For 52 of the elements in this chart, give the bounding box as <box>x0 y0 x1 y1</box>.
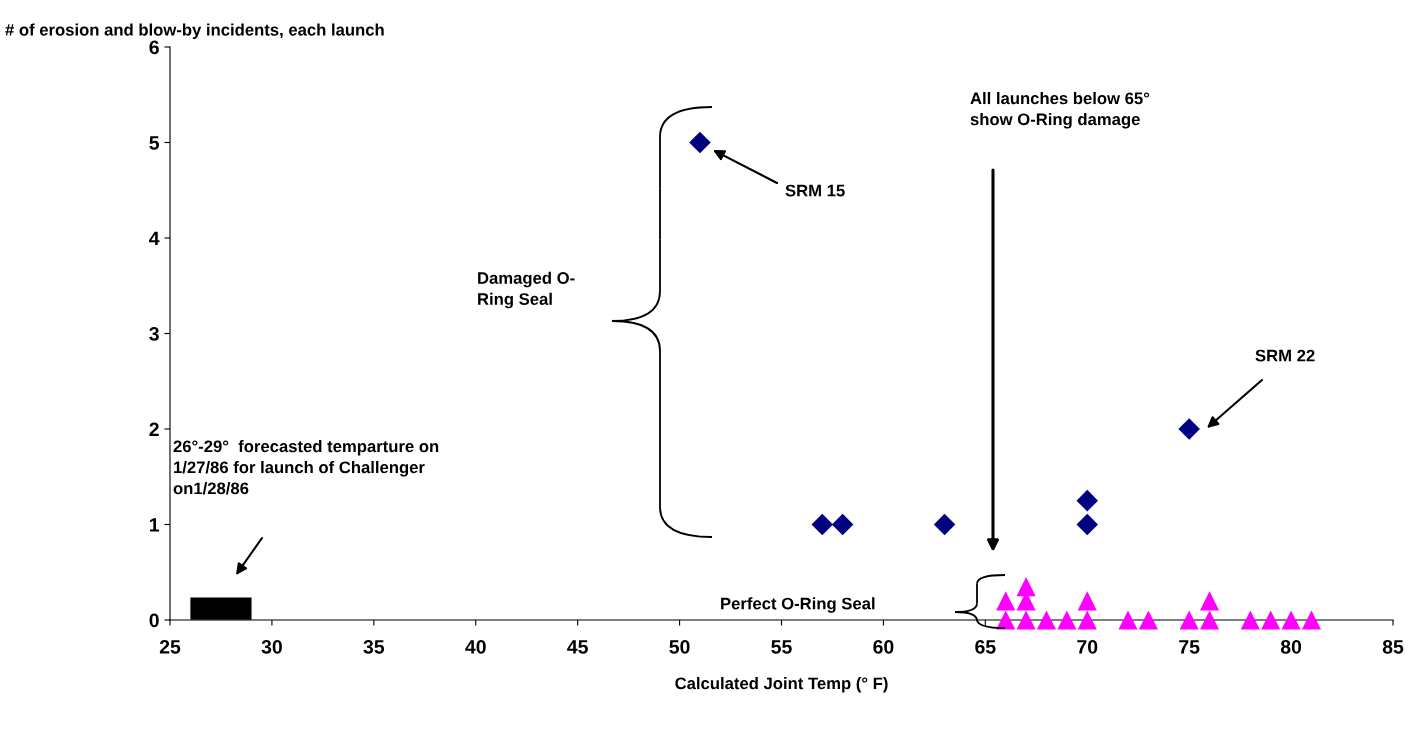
point <box>1240 610 1260 630</box>
x-tick-label: 40 <box>465 639 486 654</box>
x-tick-label: 45 <box>567 640 588 654</box>
y-tick-label: 3 <box>149 326 159 341</box>
point <box>1199 591 1220 611</box>
annotation: Perfect O-Ring Seal <box>721 597 875 613</box>
y-tick-label: 0 <box>149 613 159 628</box>
y-axis-title: # of erosion and blow-by incidents, each launch <box>5 23 384 39</box>
point <box>1281 610 1301 630</box>
point <box>1057 610 1077 630</box>
point <box>831 513 854 536</box>
x-tick-label: 30 <box>261 639 282 654</box>
annotation: SRM 22 <box>1255 349 1315 362</box>
point <box>1199 610 1220 630</box>
x-tick-label: 65 <box>975 639 996 654</box>
annotation: Damaged O- Ring Seal <box>478 271 575 309</box>
x-tick-label: 85 <box>1382 639 1404 654</box>
x-tick-label: 80 <box>1280 639 1302 654</box>
annotation: 26°-29° forecasted temparture on 1/27/86 for launch of Challenger on1/28/86 <box>173 440 439 495</box>
x-tick-label: 35 <box>363 639 385 654</box>
point <box>1118 610 1138 630</box>
y-tick-label: 6 <box>149 40 159 55</box>
x-tick-label: 50 <box>669 639 690 654</box>
x-tick-label: 70 <box>1077 639 1098 654</box>
x-tick-label: 25 <box>159 639 181 654</box>
point <box>1077 610 1097 630</box>
point <box>1016 610 1036 630</box>
point <box>1077 591 1097 611</box>
point <box>1076 489 1099 512</box>
point <box>1138 610 1158 630</box>
x-tick-label: 55 <box>771 640 792 654</box>
y-tick-label: 5 <box>149 136 160 150</box>
point <box>1179 610 1199 630</box>
point <box>996 591 1016 611</box>
x-axis-title: Calculated Joint Temp (° F) <box>675 677 888 693</box>
point <box>689 131 711 154</box>
point <box>1016 577 1036 597</box>
point <box>1076 513 1099 536</box>
point <box>996 610 1016 630</box>
x-tick-label: 60 <box>873 639 894 654</box>
annotation: All launches below 65° show O-Ring damage <box>970 92 1150 129</box>
point <box>1036 610 1057 630</box>
y-tick-label: 2 <box>149 422 159 437</box>
point <box>1261 610 1281 630</box>
point <box>811 513 834 536</box>
point <box>933 513 956 536</box>
x-tick-label: 75 <box>1179 640 1200 654</box>
y-tick-label: 1 <box>149 518 160 532</box>
y-tick-label: 4 <box>149 231 160 246</box>
point <box>1301 610 1322 630</box>
point <box>1178 418 1200 440</box>
annotation: SRM 15 <box>785 184 845 197</box>
